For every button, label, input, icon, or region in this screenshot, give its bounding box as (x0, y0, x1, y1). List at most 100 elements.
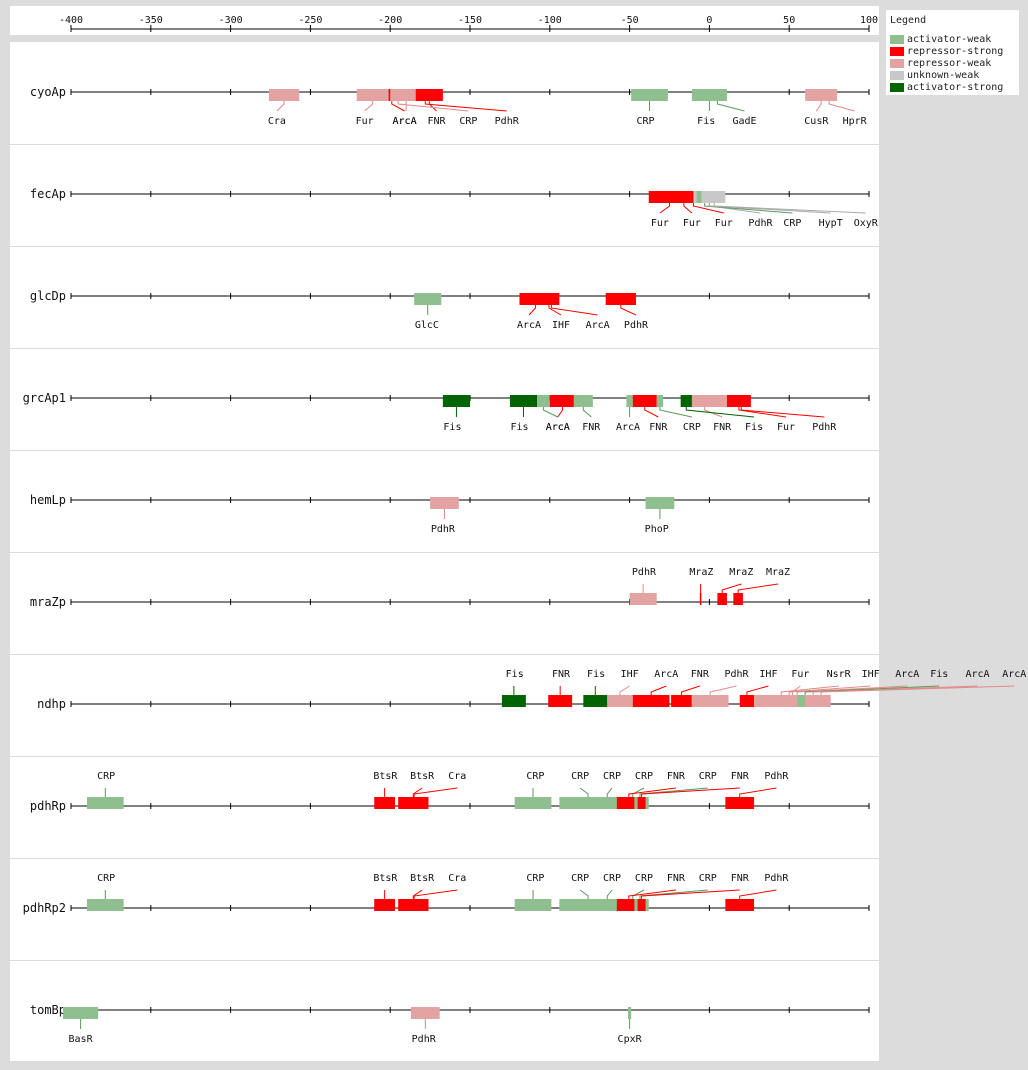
binding-site-connector (659, 203, 670, 214)
tf-label: CRP (526, 873, 544, 884)
tf-label: FNR (691, 669, 710, 680)
binding-site-connector (557, 407, 564, 418)
binding-site-connector (619, 685, 630, 695)
tf-label: PdhR (724, 669, 749, 680)
binding-site-connector (582, 407, 592, 418)
binding-site-connector (397, 101, 469, 112)
tf-label: Fis (930, 669, 948, 680)
tf-label: PdhR (412, 1034, 437, 1045)
binding-site-box (514, 899, 552, 911)
binding-site-box (680, 395, 692, 407)
legend-item-repressor-weak: repressor-weak (890, 58, 991, 70)
ruler-tick-label: -200 (378, 15, 402, 26)
tf-label: FNR (667, 771, 686, 782)
tf-label: CRP (571, 873, 589, 884)
binding-site-connector (721, 583, 742, 593)
tf-label: Fur (777, 422, 795, 433)
binding-site-box (573, 395, 593, 407)
binding-site-connector (628, 787, 676, 797)
binding-site-box (682, 395, 727, 407)
legend-label: repressor-weak (907, 58, 992, 69)
binding-site-box (677, 191, 691, 203)
tf-label: CRP (459, 116, 477, 127)
ruler-tick-label: 100 (860, 15, 878, 26)
tf-label: GlcC (415, 320, 439, 331)
binding-site-box (607, 695, 633, 707)
binding-site-connector (659, 407, 692, 418)
binding-site-box (86, 899, 124, 911)
binding-site-box (414, 293, 442, 305)
ruler-tick-label: -250 (298, 15, 322, 26)
legend-label: repressor-strong (907, 46, 1004, 57)
legend-swatch (890, 47, 904, 56)
ruler-tick-label: -100 (538, 15, 562, 26)
binding-site-connector (796, 685, 908, 695)
binding-site-box (543, 293, 560, 305)
legend-swatch (890, 83, 904, 92)
tf-label: PdhR (764, 771, 789, 782)
tf-label: ArcA (586, 320, 610, 331)
tf-label: ArcA (616, 422, 640, 433)
tf-label: FNR (427, 116, 446, 127)
binding-site-box (410, 1007, 440, 1019)
tf-label: OxyR (854, 218, 879, 229)
binding-site-box (706, 191, 723, 203)
binding-site-box (645, 497, 675, 509)
legend-label: unknown-weak (907, 70, 980, 81)
ruler-tick-label: -400 (59, 15, 83, 26)
legend-item-activator-strong: activator-strong (890, 82, 1003, 94)
tf-label: CRP (699, 771, 717, 782)
tf-label: IHF (862, 669, 880, 680)
binding-site-box (417, 89, 434, 101)
binding-site-connector (412, 889, 423, 899)
binding-site-box (514, 797, 552, 809)
binding-site-box (725, 899, 755, 911)
binding-site-box (430, 497, 459, 509)
tf-label: PdhR (632, 567, 657, 578)
tracks-panel (10, 42, 879, 1061)
track-name: tomBp (30, 1003, 66, 1017)
ruler-tick-label: -150 (458, 15, 482, 26)
binding-site-box (656, 395, 664, 407)
ruler-tick-label: 50 (783, 15, 795, 26)
tf-label: CRP (97, 771, 115, 782)
binding-site-box (725, 797, 755, 809)
binding-site-connector (812, 685, 978, 695)
ruler-tick-label: -350 (139, 15, 163, 26)
tf-label: FNR (731, 771, 750, 782)
binding-site-connector (709, 685, 737, 695)
binding-site-box (626, 395, 633, 407)
legend-label: activator-weak (907, 34, 992, 45)
tf-label: CpxR (618, 1034, 643, 1045)
tf-label: FNR (713, 422, 732, 433)
tf-label: CRP (635, 771, 653, 782)
binding-site-connector (641, 889, 740, 899)
binding-site-box (637, 797, 646, 809)
binding-site-box (509, 395, 538, 407)
track-name: glcDp (30, 289, 66, 303)
binding-site-box (501, 695, 526, 707)
binding-site-connector (716, 101, 745, 112)
binding-site-box (637, 899, 646, 911)
track-name: pdhRp (30, 799, 66, 813)
binding-site-connector (548, 305, 562, 316)
tf-label: Cra (448, 771, 466, 782)
tf-label: ArcA (895, 669, 919, 680)
tf-label: Fur (715, 218, 733, 229)
binding-site-connector (738, 407, 787, 418)
binding-site-connector (579, 889, 589, 899)
binding-site-connector (632, 889, 645, 899)
binding-site-connector (628, 889, 676, 899)
binding-site-connector (685, 407, 755, 418)
binding-site-box (406, 797, 423, 809)
binding-site-connector (644, 407, 659, 418)
tf-label: NsrR (827, 669, 852, 680)
binding-site-connector (708, 203, 831, 214)
binding-site-connector (606, 889, 613, 899)
tf-label: Fur (791, 669, 809, 680)
binding-site-connector (413, 889, 458, 899)
tf-label: CRP (526, 771, 544, 782)
tf-label: Fis (506, 669, 524, 680)
binding-site-box (406, 899, 423, 911)
